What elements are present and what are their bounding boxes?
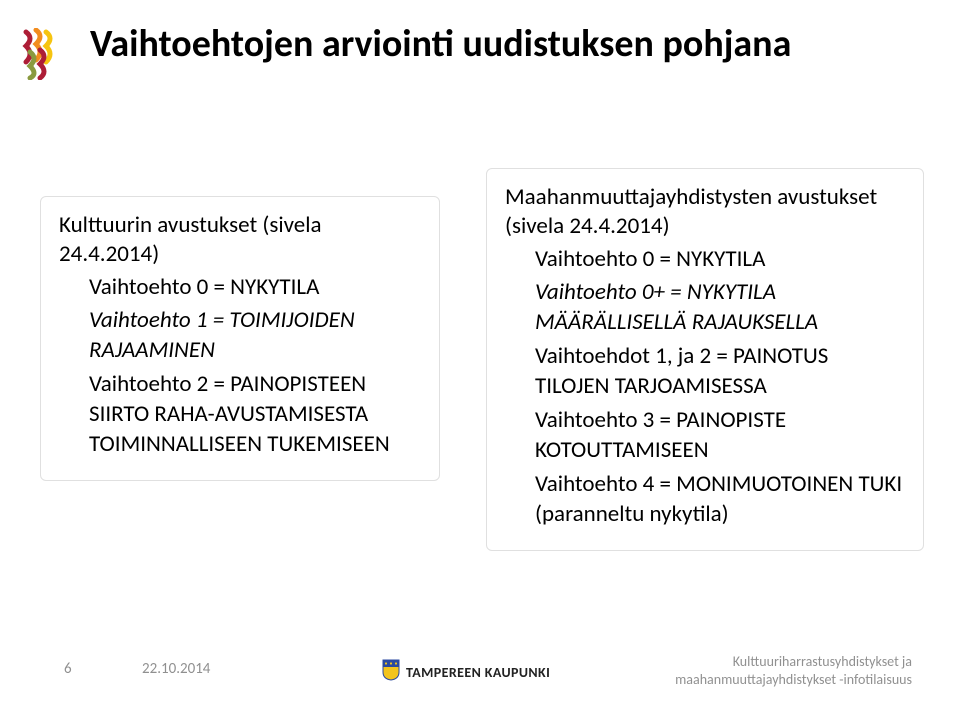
list-item: Vaihtoehdot 1, ja 2 = PAINOTUS TILOJEN T… bbox=[535, 342, 905, 402]
org-logo: TAMPEREEN KAUPUNKI bbox=[382, 659, 550, 686]
page-number: 6 bbox=[64, 660, 72, 678]
org-name: TAMPEREEN KAUPUNKI bbox=[406, 664, 550, 681]
footer-right: Kulttuuriharrastusyhdistykset ja maahanm… bbox=[675, 653, 912, 688]
list-item: Vaihtoehto 0 = NYKYTILA bbox=[89, 273, 421, 303]
footer: 6 22.10.2014 TAMPEREEN KAUPUNKI Kulttuur… bbox=[0, 640, 960, 694]
left-box-list: Vaihtoehto 0 = NYKYTILA Vaihtoehto 1 = T… bbox=[59, 273, 421, 460]
list-item: Vaihtoehto 2 = PAINOPISTEEN SIIRTO RAHA-… bbox=[89, 370, 421, 460]
footer-date: 22.10.2014 bbox=[142, 660, 210, 678]
list-item: Vaihtoehto 4 = MONIMUOTOINEN TUKI (paran… bbox=[535, 470, 905, 530]
list-item: Vaihtoehto 1 = TOIMIJOIDEN RAJAAMINEN bbox=[89, 306, 421, 366]
page-title: Vaihtoehtojen arviointi uudistuksen pohj… bbox=[90, 24, 840, 66]
list-item: Vaihtoehto 3 = PAINOPISTE KOTOUTTAMISEEN bbox=[535, 406, 905, 466]
footer-right-line2: maahanmuuttajayhdistykset -infotilaisuus bbox=[675, 671, 912, 689]
right-box-heading: Maahanmuuttajayhdistysten avustukset (si… bbox=[505, 183, 905, 241]
footer-right-line1: Kulttuuriharrastusyhdistykset ja bbox=[675, 653, 912, 671]
slide: Vaihtoehtojen arviointi uudistuksen pohj… bbox=[0, 0, 960, 712]
brand-logo-icon bbox=[22, 28, 74, 80]
right-box-list: Vaihtoehto 0 = NYKYTILA Vaihtoehto 0+ = … bbox=[505, 245, 905, 530]
list-item: Vaihtoehto 0+ = NYKYTILA MÄÄRÄLLISELLÄ R… bbox=[535, 278, 905, 338]
right-box: Maahanmuuttajayhdistysten avustukset (si… bbox=[486, 168, 924, 551]
shield-icon bbox=[382, 659, 400, 686]
list-item: Vaihtoehto 0 = NYKYTILA bbox=[535, 245, 905, 275]
left-box: Kulttuurin avustukset (sivela 24.4.2014)… bbox=[40, 196, 440, 481]
left-box-heading: Kulttuurin avustukset (sivela 24.4.2014) bbox=[59, 211, 421, 269]
